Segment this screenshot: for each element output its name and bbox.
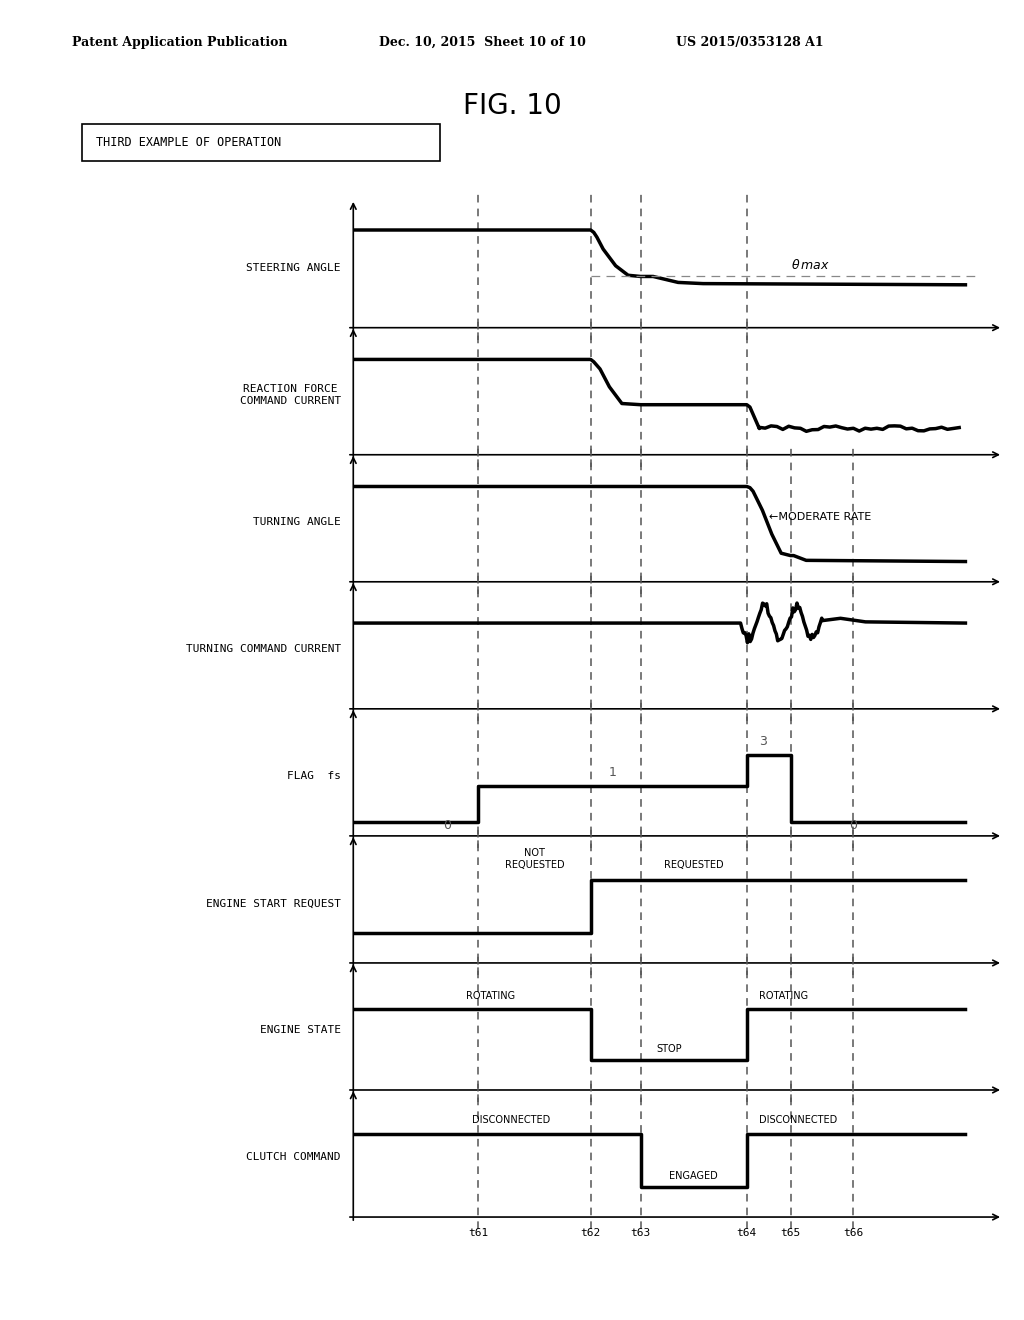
Text: FLAG  fs: FLAG fs — [287, 771, 341, 781]
Text: t63: t63 — [631, 1228, 650, 1238]
Text: US 2015/0353128 A1: US 2015/0353128 A1 — [676, 36, 823, 49]
Text: t64: t64 — [736, 1228, 757, 1238]
Text: t61: t61 — [468, 1228, 488, 1238]
Text: STOP: STOP — [656, 1044, 682, 1053]
Text: t65: t65 — [780, 1228, 801, 1238]
Text: DISCONNECTED: DISCONNECTED — [472, 1115, 550, 1125]
Text: 0: 0 — [849, 818, 857, 832]
Text: NOT
REQUESTED: NOT REQUESTED — [505, 849, 564, 870]
Text: $\theta\,max$: $\theta\,max$ — [791, 259, 829, 272]
Text: CLUTCH COMMAND: CLUTCH COMMAND — [247, 1152, 341, 1163]
Text: 0: 0 — [443, 818, 451, 832]
Text: ROTATING: ROTATING — [760, 991, 808, 1002]
Text: REACTION FORCE
COMMAND CURRENT: REACTION FORCE COMMAND CURRENT — [240, 384, 341, 407]
Text: Patent Application Publication: Patent Application Publication — [72, 36, 287, 49]
Text: STEERING ANGLE: STEERING ANGLE — [247, 263, 341, 273]
Text: t62: t62 — [581, 1228, 601, 1238]
Text: REQUESTED: REQUESTED — [664, 861, 724, 870]
Text: ENGAGED: ENGAGED — [670, 1171, 718, 1181]
Text: TURNING ANGLE: TURNING ANGLE — [253, 517, 341, 527]
Text: THIRD EXAMPLE OF OPERATION: THIRD EXAMPLE OF OPERATION — [96, 136, 282, 149]
Text: ←MODERATE RATE: ←MODERATE RATE — [769, 512, 871, 521]
Text: DISCONNECTED: DISCONNECTED — [760, 1115, 838, 1125]
Text: t66: t66 — [843, 1228, 863, 1238]
Text: 3: 3 — [760, 735, 767, 748]
Text: ROTATING: ROTATING — [466, 991, 515, 1002]
Text: Dec. 10, 2015  Sheet 10 of 10: Dec. 10, 2015 Sheet 10 of 10 — [379, 36, 586, 49]
Text: ENGINE STATE: ENGINE STATE — [260, 1026, 341, 1035]
Text: FIG. 10: FIG. 10 — [463, 92, 561, 120]
Text: 1: 1 — [608, 767, 616, 779]
Text: ENGINE START REQUEST: ENGINE START REQUEST — [206, 899, 341, 908]
Text: TURNING COMMAND CURRENT: TURNING COMMAND CURRENT — [185, 644, 341, 655]
